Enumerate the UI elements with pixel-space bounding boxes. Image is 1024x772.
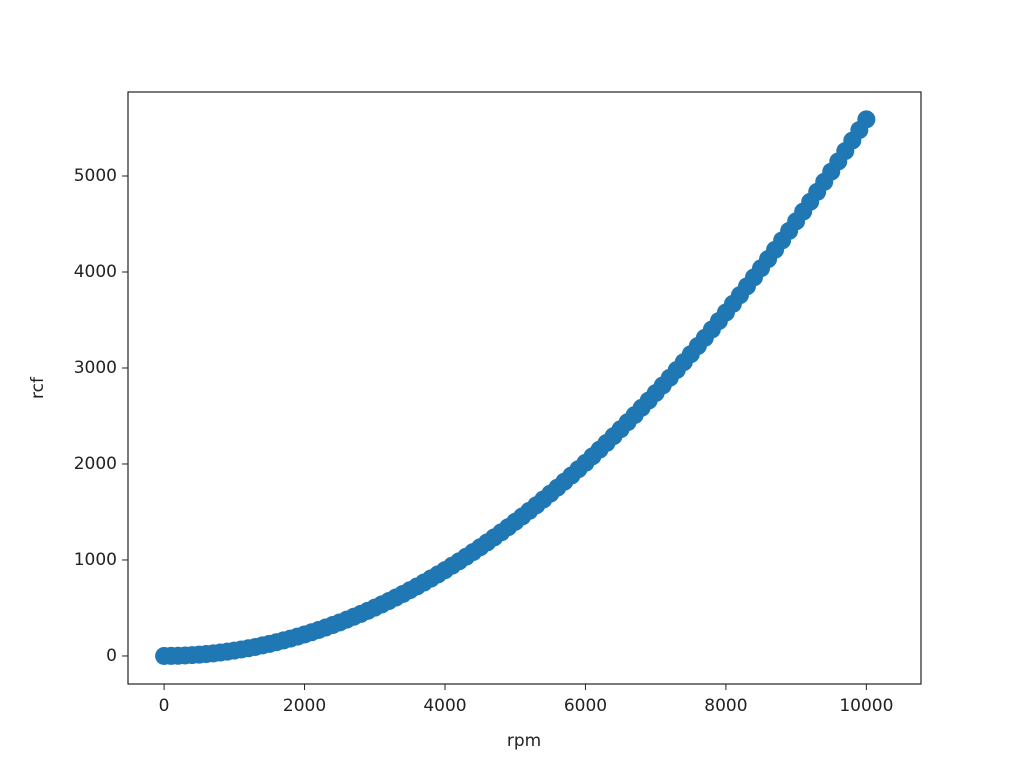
plot-frame bbox=[127, 91, 922, 685]
y-tick-label: 5000 bbox=[74, 166, 117, 186]
x-tick-label: 6000 bbox=[564, 696, 607, 716]
y-tick-label: 2000 bbox=[74, 454, 117, 474]
y-tick-label: 4000 bbox=[74, 262, 117, 282]
x-tick-label: 0 bbox=[159, 696, 170, 716]
y-tick-label: 0 bbox=[106, 646, 117, 666]
x-tick-label: 2000 bbox=[283, 696, 326, 716]
point bbox=[857, 110, 876, 129]
y-tick-label: 3000 bbox=[74, 358, 117, 378]
x-axis-label: rpm bbox=[507, 731, 541, 751]
y-axis-label: rcf bbox=[28, 376, 48, 399]
y-tick-label: 1000 bbox=[74, 550, 117, 570]
x-tick-label: 10000 bbox=[839, 696, 893, 716]
x-tick-label: 4000 bbox=[423, 696, 466, 716]
x-tick-label: 8000 bbox=[704, 696, 747, 716]
